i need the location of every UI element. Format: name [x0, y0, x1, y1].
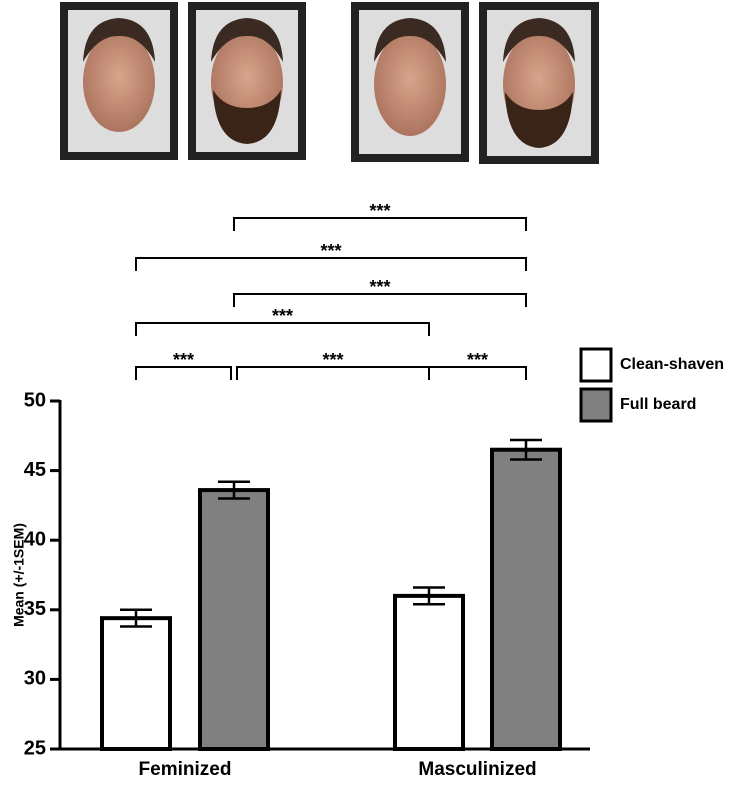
bar	[100, 616, 172, 751]
x-tick-label: Feminized	[139, 759, 232, 780]
legend-label: Full beard	[620, 396, 696, 413]
face-image	[60, 2, 178, 160]
face-image	[479, 2, 599, 164]
y-tick-label: 30	[24, 668, 46, 690]
significance-label: ***	[272, 306, 293, 326]
significance-bracket	[233, 217, 527, 231]
significance-bracket	[233, 293, 527, 307]
significance-label: ***	[320, 241, 341, 261]
significance-label: ***	[467, 350, 488, 370]
face-images	[60, 2, 599, 164]
error-bar	[510, 438, 542, 461]
face-image	[188, 2, 306, 160]
x-tick-label: Masculinized	[418, 759, 536, 780]
error-bar	[413, 586, 445, 606]
bar	[198, 488, 270, 751]
y-tick-label: 50	[24, 389, 46, 411]
y-tick-label: 25	[24, 737, 46, 759]
significance-label: ***	[322, 350, 343, 370]
bar	[393, 593, 465, 751]
y-tick-label: 35	[24, 598, 46, 620]
face-image	[351, 2, 469, 162]
error-bar	[120, 608, 152, 628]
legend-swatch	[579, 347, 613, 383]
bar	[490, 447, 562, 751]
error-bar	[218, 480, 250, 500]
significance-bracket	[135, 366, 232, 380]
y-axis-label: Mean (+/-1SEM)	[11, 523, 27, 627]
legend-swatch	[579, 387, 613, 423]
y-tick-label: 45	[24, 459, 46, 481]
significance-bracket	[428, 366, 527, 380]
significance-label: ***	[173, 350, 194, 370]
significance-label: ***	[369, 201, 390, 221]
significance-bracket	[135, 257, 527, 271]
significance-label: ***	[369, 277, 390, 297]
significance-bracket	[135, 322, 430, 336]
y-tick-label: 40	[24, 528, 46, 550]
legend-label: Clean-shaven	[620, 356, 724, 373]
